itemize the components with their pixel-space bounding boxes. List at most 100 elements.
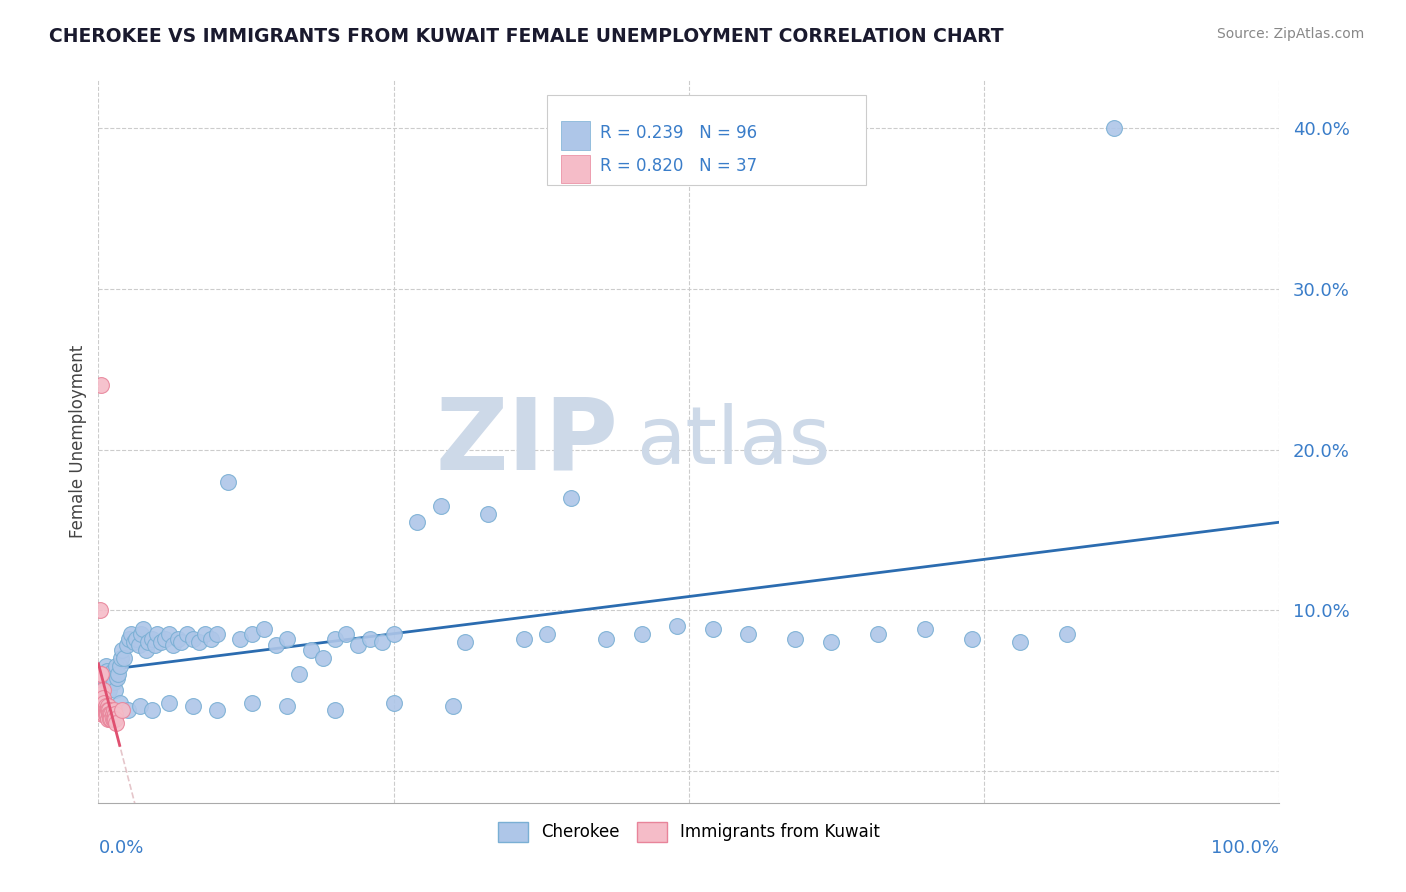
Point (91, 707, 114, 722)
Point (153, 632, 176, 646)
Point (110, 651, 132, 665)
Point (91, 683, 114, 698)
Point (94, 703, 117, 717)
Point (91, 691, 114, 706)
Point (96, 707, 118, 722)
Point (107, 667, 129, 681)
Point (98, 683, 121, 698)
Point (96, 664, 118, 678)
Text: R = 0.820   N = 37: R = 0.820 N = 37 (600, 158, 758, 176)
Point (100, 707, 122, 722)
Point (299, 643, 322, 657)
Point (111, 643, 134, 657)
Point (91, 667, 114, 681)
Point (91, 683, 114, 698)
FancyBboxPatch shape (561, 154, 589, 184)
Point (560, 491, 582, 505)
Point (90, 699, 112, 714)
Point (371, 635, 394, 649)
Point (187, 635, 209, 649)
Point (276, 699, 298, 714)
Point (1102, 121, 1125, 136)
Point (90, 378, 112, 392)
Text: R = 0.239   N = 96: R = 0.239 N = 96 (600, 124, 758, 142)
Point (240, 627, 263, 641)
Point (150, 635, 173, 649)
Point (157, 627, 180, 641)
Point (93, 696, 115, 710)
Point (118, 632, 141, 646)
Point (253, 623, 276, 637)
Point (141, 632, 163, 646)
Point (323, 703, 346, 717)
Point (112, 651, 135, 665)
Point (430, 499, 453, 513)
Point (104, 683, 127, 698)
Text: 0.0%: 0.0% (98, 838, 143, 857)
Point (94, 699, 117, 714)
Point (108, 659, 131, 673)
Point (264, 639, 287, 653)
Text: 100.0%: 100.0% (1212, 838, 1279, 857)
Point (104, 707, 127, 722)
Point (97, 699, 120, 714)
Point (176, 627, 198, 641)
Point (91, 687, 114, 701)
Point (96, 703, 118, 717)
Text: ZIP: ZIP (436, 393, 619, 490)
Point (100, 671, 122, 685)
Point (121, 627, 143, 641)
Point (94, 659, 117, 673)
Point (101, 703, 124, 717)
FancyBboxPatch shape (561, 121, 589, 150)
Point (91, 703, 114, 717)
Point (347, 639, 370, 653)
Point (240, 696, 263, 710)
FancyBboxPatch shape (547, 95, 866, 185)
Point (93, 703, 115, 717)
Point (512, 632, 534, 646)
Point (97, 699, 120, 714)
Point (103, 712, 125, 726)
Point (132, 623, 155, 637)
Point (103, 703, 125, 717)
Point (98, 712, 121, 726)
Point (98, 667, 121, 681)
Point (89, 603, 111, 617)
Point (122, 635, 145, 649)
Point (98, 703, 121, 717)
Text: CHEROKEE VS IMMIGRANTS FROM KUWAIT FEMALE UNEMPLOYMENT CORRELATION CHART: CHEROKEE VS IMMIGRANTS FROM KUWAIT FEMAL… (49, 27, 1004, 45)
Point (146, 627, 169, 641)
Point (205, 627, 228, 641)
Point (162, 639, 184, 653)
Point (962, 632, 984, 646)
Point (866, 627, 889, 641)
Point (181, 699, 204, 714)
Point (595, 632, 617, 646)
Point (128, 699, 150, 714)
Point (128, 639, 150, 653)
Point (115, 639, 138, 653)
Point (359, 632, 381, 646)
Point (312, 651, 335, 665)
Point (93, 707, 115, 722)
Point (90, 667, 112, 681)
Point (200, 632, 222, 646)
Point (702, 623, 724, 637)
Point (136, 635, 159, 649)
Point (820, 635, 842, 649)
Point (91, 696, 114, 710)
Point (477, 507, 499, 521)
Point (536, 627, 558, 641)
Text: Source: ZipAtlas.com: Source: ZipAtlas.com (1216, 27, 1364, 41)
Point (143, 639, 166, 653)
Point (97, 675, 120, 690)
Point (157, 696, 180, 710)
Point (382, 696, 405, 710)
Point (101, 707, 124, 722)
Point (101, 712, 124, 726)
Point (1008, 635, 1031, 649)
Point (229, 632, 252, 646)
Point (111, 703, 134, 717)
Point (166, 632, 188, 646)
